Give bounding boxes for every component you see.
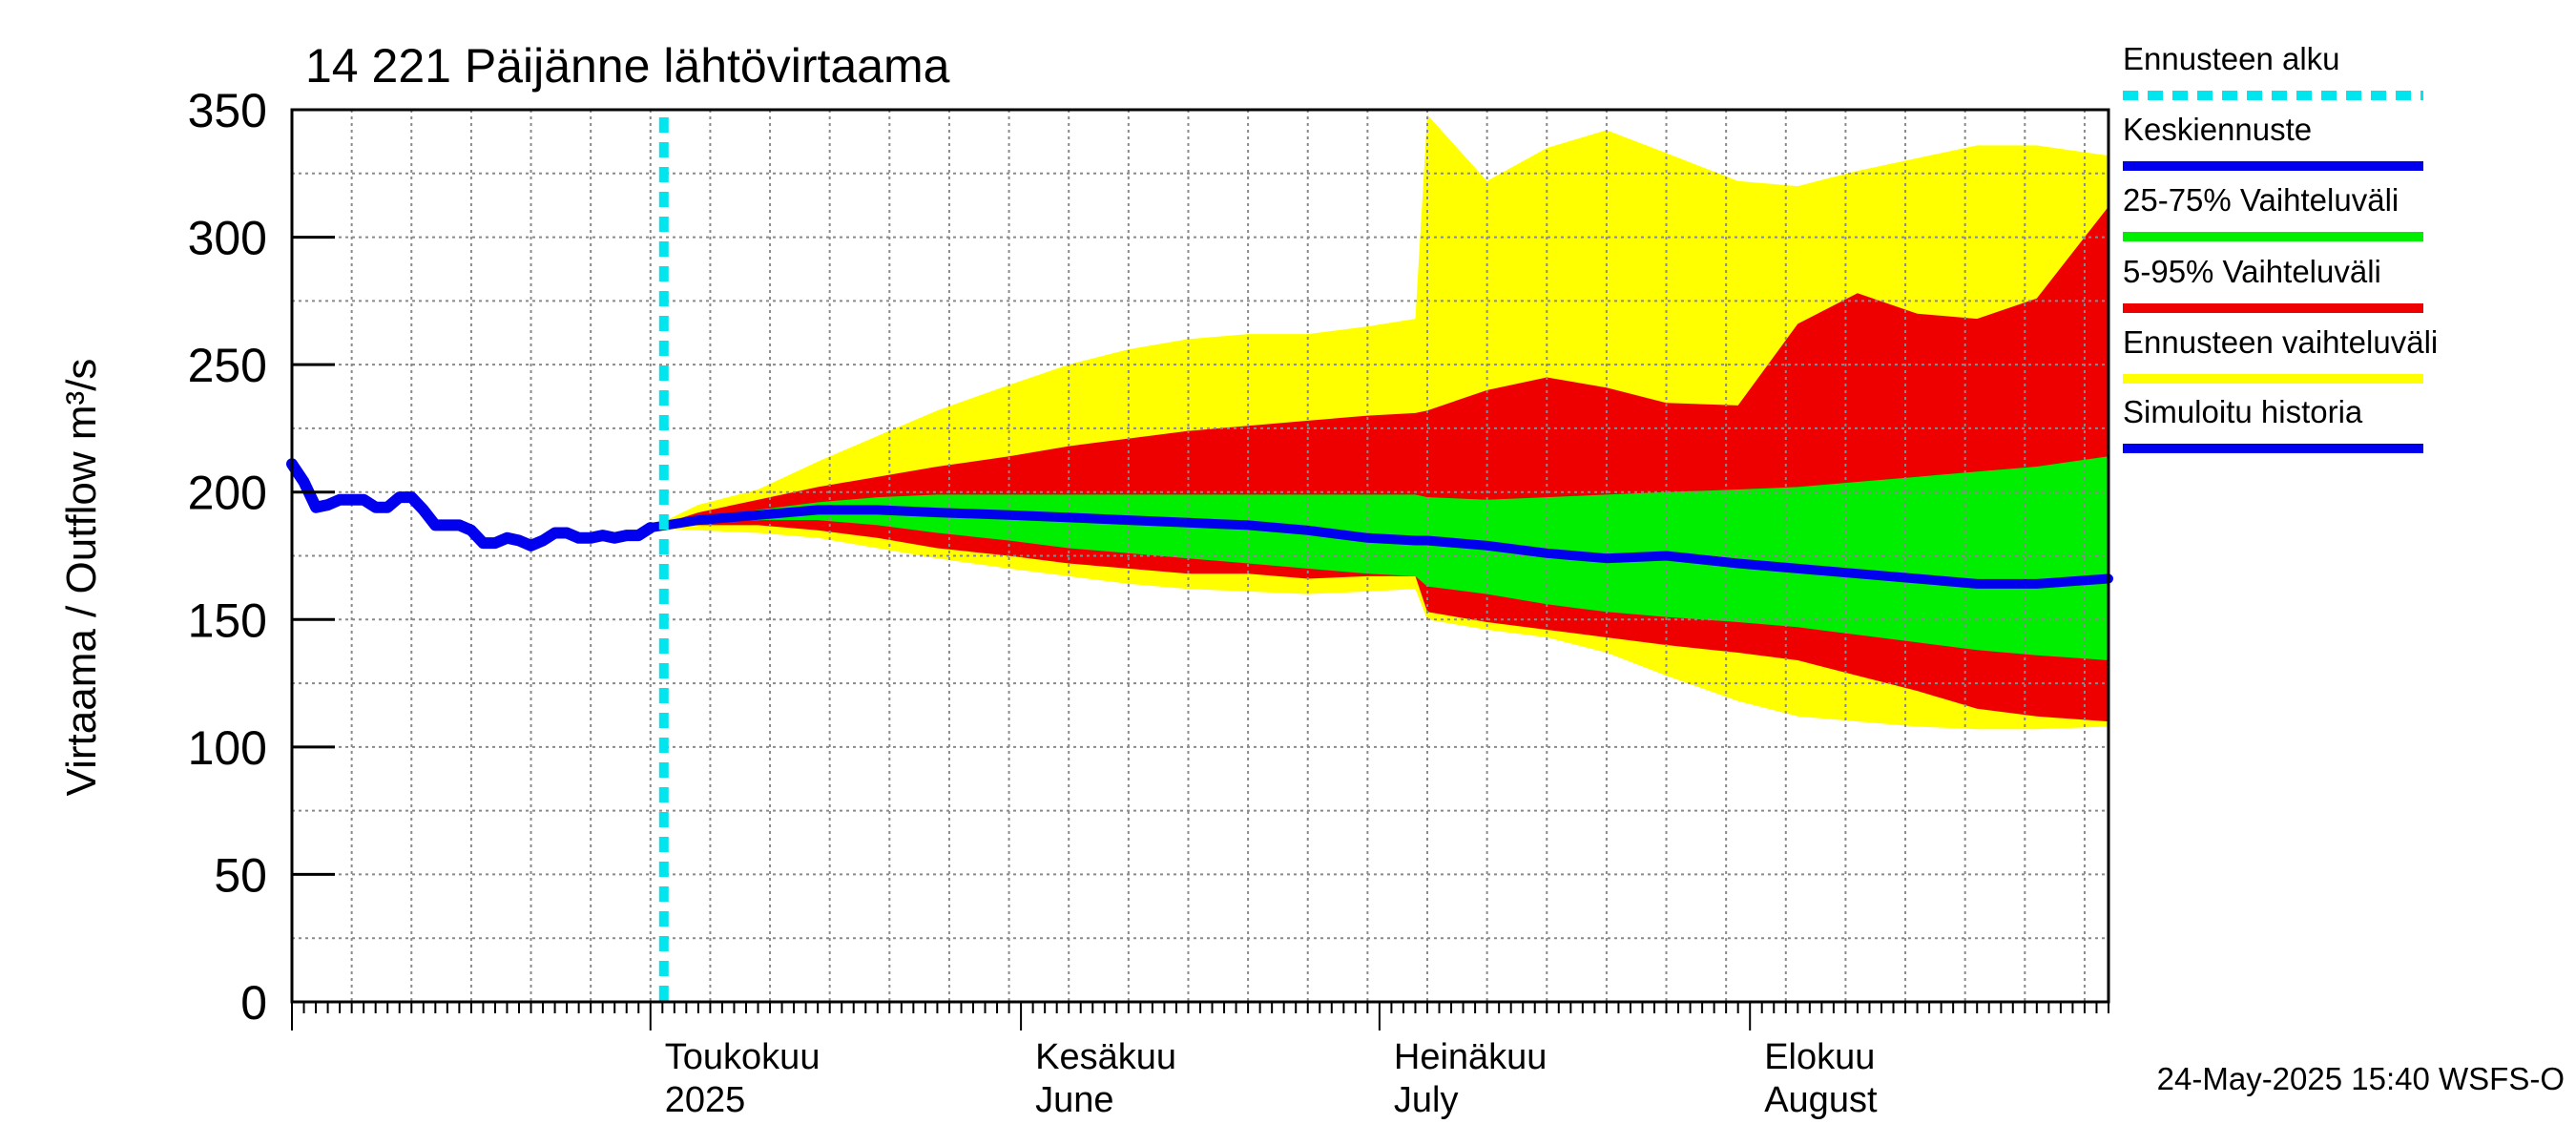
y-tick-label: 0 — [240, 976, 267, 1030]
month-label: Toukokuu — [665, 1037, 821, 1077]
y-tick-label: 200 — [188, 467, 267, 520]
y-tick-label: 350 — [188, 84, 267, 137]
y-axis-label: Virtaama / Outflow m³/s — [58, 359, 105, 797]
y-tick-label: 300 — [188, 212, 267, 265]
month-sublabel: July — [1394, 1080, 1459, 1120]
legend: Ennusteen alku Keskiennuste 25-75% Vaihtel… — [2123, 41, 2438, 453]
month-label: Heinäkuu — [1394, 1037, 1548, 1077]
month-label: Elokuu — [1764, 1037, 1875, 1077]
legend-label: Keskiennuste — [2123, 112, 2312, 147]
month-sublabel: 2025 — [665, 1080, 746, 1120]
y-axis: 0 50 100 150 200 250 300 350 — [188, 84, 335, 1030]
legend-item: Ennusteen alku — [2123, 41, 2423, 100]
p25-75-band — [650, 456, 2109, 660]
legend-item: 5-95% Vaihteluväli — [2123, 254, 2423, 313]
y-tick-label: 50 — [214, 848, 267, 902]
timestamp: 24-May-2025 15:40 WSFS-O — [2157, 1061, 2565, 1096]
series-lines — [286, 117, 2113, 1002]
legend-item: Simuloitu historia — [2123, 394, 2423, 453]
legend-label: 5-95% Vaihteluväli — [2123, 254, 2381, 289]
month-sublabel: August — [1764, 1080, 1878, 1120]
legend-item: Ennusteen vaihteluväli — [2123, 324, 2438, 384]
chart-title: 14 221 Päijänne lähtövirtaama — [305, 39, 950, 93]
legend-label: Simuloitu historia — [2123, 394, 2363, 429]
grid-lines — [292, 110, 2109, 1002]
median-forecast-line — [645, 505, 2113, 589]
forecast-bands — [650, 114, 2109, 730]
legend-label: 25-75% Vaihteluväli — [2123, 182, 2399, 218]
y-tick-label: 150 — [188, 593, 267, 647]
history-line — [286, 458, 656, 552]
month-sublabel: June — [1035, 1080, 1113, 1120]
legend-item: Keskiennuste — [2123, 112, 2423, 171]
legend-label: Ennusteen alku — [2123, 41, 2340, 76]
y-tick-label: 100 — [188, 721, 267, 775]
legend-item: 25-75% Vaihteluväli — [2123, 182, 2423, 241]
month-label: Kesäkuu — [1035, 1037, 1176, 1077]
y-tick-label: 250 — [188, 339, 267, 392]
legend-label: Ennusteen vaihteluväli — [2123, 324, 2438, 360]
